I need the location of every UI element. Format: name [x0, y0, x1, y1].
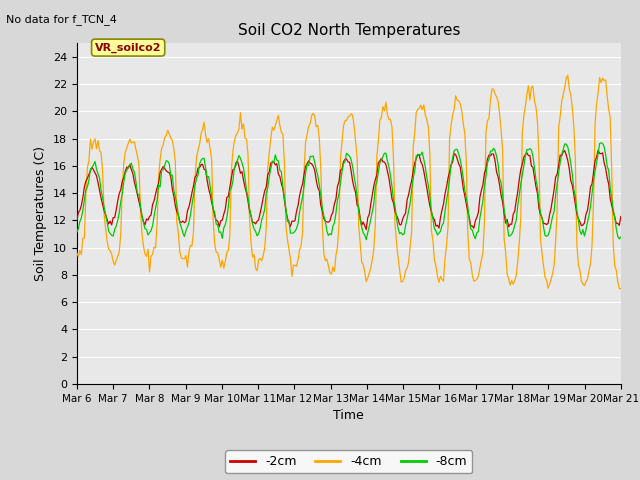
Legend: -2cm, -4cm, -8cm: -2cm, -4cm, -8cm — [225, 450, 472, 473]
Title: Soil CO2 North Temperatures: Soil CO2 North Temperatures — [237, 23, 460, 38]
Text: No data for f_TCN_4: No data for f_TCN_4 — [6, 14, 117, 25]
Text: VR_soilco2: VR_soilco2 — [95, 42, 161, 53]
Y-axis label: Soil Temperatures (C): Soil Temperatures (C) — [35, 146, 47, 281]
X-axis label: Time: Time — [333, 409, 364, 422]
